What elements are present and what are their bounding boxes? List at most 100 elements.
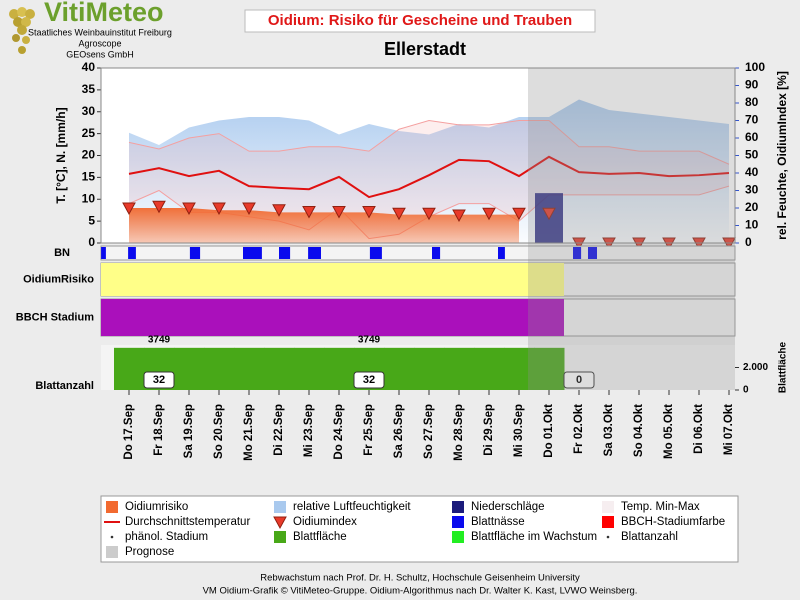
triangle-marker — [212, 202, 226, 216]
triangle-marker — [122, 202, 136, 216]
x-tick-label: So 04.Okt — [633, 404, 645, 457]
triangle-marker — [182, 202, 196, 216]
wetness-block — [573, 247, 582, 259]
y-tick-label: 40 — [82, 60, 96, 74]
y-tick-label: 30 — [82, 104, 96, 118]
leaf-area — [264, 347, 295, 390]
legend-label: Blattanzahl — [621, 531, 678, 543]
y-tick-label: 0 — [88, 235, 95, 249]
wetness-block — [432, 247, 441, 259]
leaf-area-label: 3749 — [148, 335, 171, 346]
y2-tick-label: 50 — [745, 148, 759, 162]
range-high — [128, 119, 730, 165]
wetness-block — [588, 247, 597, 259]
legend-label: Blattfläche im Wachstum — [471, 531, 597, 543]
triangle-marker — [542, 207, 556, 221]
y2-tick-label: 60 — [745, 130, 759, 144]
x-tick-label: Do 24.Sep — [333, 404, 345, 460]
x-tick-label: Mi 23.Sep — [303, 404, 315, 457]
y-tick-label: 25 — [82, 126, 96, 140]
leaf-area — [294, 347, 325, 390]
legend-label: Oidiumindex — [293, 516, 357, 528]
leaf-area — [324, 347, 355, 390]
x-tick-label: Sa 03.Okt — [603, 404, 615, 457]
logo-line: Staatliches Weinbauinstitut Freiburg — [28, 27, 172, 37]
triangle-marker — [482, 207, 496, 221]
area — [129, 208, 519, 243]
legend-swatch — [274, 501, 286, 513]
x-tick-label: Mi 30.Sep — [513, 404, 525, 457]
y-tick-label: 20 — [82, 148, 96, 162]
x-tick-label: Mo 28.Sep — [453, 404, 465, 461]
triangle-marker — [302, 206, 316, 219]
y2-axis-label: rel. Feuchte, OidiumIndex [%] — [775, 71, 789, 240]
legend-swatch — [452, 501, 464, 513]
x-tick-label: Di 22.Sep — [273, 404, 285, 456]
wetness-block — [101, 247, 106, 259]
x-tick-label: Fr 18.Sep — [153, 404, 165, 456]
leaf-tick-label: 0 — [743, 385, 749, 396]
triangle-marker — [332, 206, 346, 219]
legend-label: Durchschnittstemperatur — [125, 516, 250, 528]
triangle-marker — [452, 209, 466, 223]
x-tick-label: Mo 21.Sep — [243, 404, 255, 461]
wetness-block — [369, 247, 382, 259]
wetness-block — [279, 247, 291, 259]
legend-label: Oidiumrisiko — [125, 501, 188, 513]
legend-swatch — [106, 501, 118, 513]
triangle-marker — [512, 207, 526, 221]
title-box — [244, 9, 596, 33]
leaf-count-label: 0 — [576, 374, 582, 386]
legend-swatch — [106, 546, 118, 558]
x-tick-label: So 27.Sep — [423, 404, 435, 459]
legend-swatch — [273, 516, 287, 530]
legend-label: Prognose — [125, 546, 174, 558]
legend-box — [100, 495, 739, 563]
x-tick-label: Do 17.Sep — [123, 404, 135, 460]
wetness-block — [308, 247, 321, 259]
y2-tick-label: 0 — [745, 235, 752, 249]
legend-label: Blattfläche — [293, 531, 347, 543]
triangle-marker — [272, 204, 286, 217]
legend-swatch — [602, 516, 614, 528]
leaf-area-label: 3749 — [358, 335, 381, 346]
wetness-block — [243, 247, 262, 259]
y2-tick-label: 10 — [745, 218, 759, 232]
logo — [9, 7, 35, 54]
leaf-area — [504, 347, 535, 390]
logo-line: Agroscope — [78, 38, 121, 48]
legend-swatch — [452, 531, 464, 543]
x-tick-label: Di 29.Sep — [483, 404, 495, 456]
wetness-block — [189, 247, 201, 259]
leaf-tick-label: 2.000 — [743, 362, 768, 373]
logo-line: GEOsens GmbH — [66, 49, 134, 59]
legend-label: BBCH-Stadiumfarbe — [621, 516, 725, 528]
strip-label: BBCH Stadium — [16, 311, 94, 323]
y-tick-label: 10 — [82, 191, 96, 205]
legend-swatch — [606, 535, 610, 539]
x-tick-label: Mo 05.Okt — [663, 404, 675, 459]
legend-label: relative Luftfeuchtigkeit — [293, 501, 411, 513]
y2-tick-label: 30 — [745, 183, 759, 197]
legend-label: phänol. Stadium — [125, 531, 208, 543]
y2-tick-label: 90 — [745, 78, 759, 92]
line — [128, 155, 730, 199]
triangle-marker — [242, 202, 256, 216]
footer-line: Rebwachstum nach Prof. Dr. H. Schultz, H… — [260, 573, 580, 584]
x-tick-label: So 20.Sep — [213, 404, 225, 459]
wetness-block — [128, 247, 136, 259]
y-tick-label: 35 — [82, 82, 96, 96]
x-tick-label: Do 01.Okt — [543, 404, 555, 458]
legend-label: Niederschläge — [471, 501, 545, 513]
x-tick-label: Fr 02.Okt — [573, 404, 585, 454]
y2-tick-label: 70 — [745, 113, 759, 127]
x-tick-label: Mi 07.Okt — [723, 404, 735, 455]
legend-label: Blattnässe — [471, 516, 525, 528]
leaf-count-label: 32 — [363, 374, 375, 386]
leaf-count-box — [353, 371, 385, 389]
x-tick-label: Sa 26.Sep — [393, 404, 405, 458]
triangle-marker — [362, 206, 376, 219]
leaf-area — [414, 347, 445, 390]
y-tick-label: 15 — [82, 170, 96, 184]
